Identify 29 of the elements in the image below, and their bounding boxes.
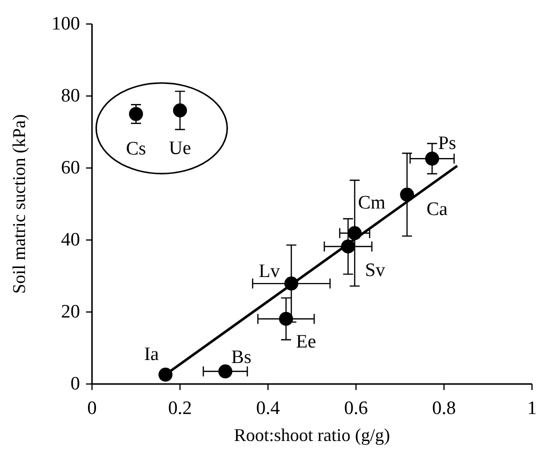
annotation: Ue [168, 138, 192, 159]
annotation: Ee [296, 331, 316, 352]
y-tick-label: 40 [61, 230, 80, 250]
annotation: Ca [426, 199, 448, 220]
annotation: Cm [358, 192, 386, 214]
x-tick-label: 0.8 [432, 398, 456, 419]
point [279, 312, 294, 326]
point [129, 107, 143, 121]
annotation: Ps [438, 133, 456, 154]
x-axis-title: Root:shoot ratio (g/g) [234, 425, 390, 445]
y-tick-label: 100 [52, 14, 80, 34]
y-tick-label: 20 [61, 302, 80, 322]
y-axis-title: Soil matric suction (kPa) [9, 114, 29, 294]
point [218, 364, 232, 378]
annotation: Cs [126, 138, 146, 160]
annotation: Ia [144, 344, 160, 366]
y-tick-label: 80 [61, 86, 80, 106]
y-tick-label: 0 [70, 374, 80, 394]
x-tick-label: 0.2 [168, 398, 192, 419]
annotation: Lv [258, 261, 280, 282]
x-tick-label: 0 [87, 398, 97, 419]
x-tick-label: 0.4 [256, 398, 280, 419]
point [425, 152, 440, 166]
x-tick-label: 0.6 [344, 398, 368, 419]
x-tick-label: 1 [527, 398, 537, 419]
y-tick-label: 60 [61, 158, 80, 178]
annotation: Sv [365, 260, 386, 281]
point [173, 103, 187, 118]
annotation: Bs [231, 346, 252, 368]
